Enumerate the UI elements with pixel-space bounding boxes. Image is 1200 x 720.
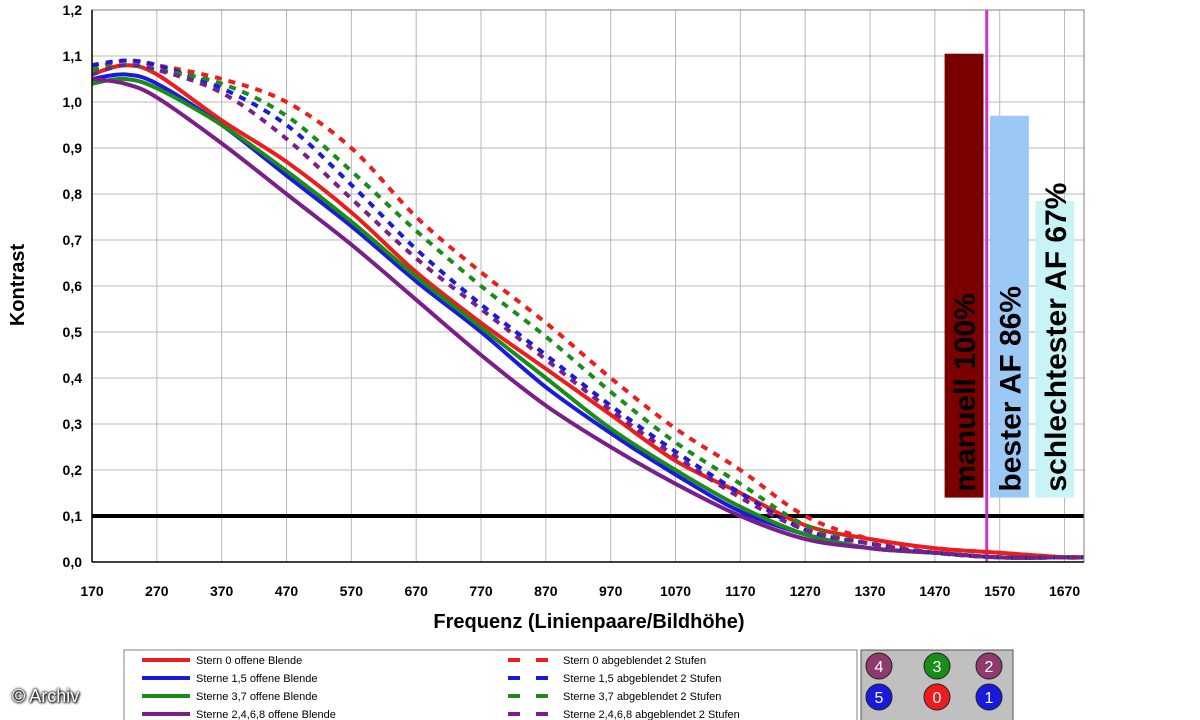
bar-labels: manuell 100% bester AF 86% schlechtester A… [949, 183, 1073, 492]
y-tick-label: 1,2 [63, 2, 83, 18]
x-tick-label: 370 [210, 583, 234, 599]
x-tick-label: 1370 [854, 583, 885, 599]
sensor-dot-label: 2 [985, 659, 994, 676]
x-tick-label: 870 [534, 583, 558, 599]
legend-label: Sterne 2,4,6,8 offene Blende [196, 709, 336, 720]
legend-box [123, 649, 858, 720]
legend-label: Stern 0 abgeblendet 2 Stufen [563, 655, 706, 667]
y-tick-label: 0,8 [63, 186, 83, 202]
x-tick-label: 1170 [725, 583, 756, 599]
sensor-dot [975, 683, 1003, 711]
dashed-series-line [91, 58, 1085, 560]
legend: Stern 0 offene Blende Sterne 1,5 offene B… [123, 649, 858, 720]
y-tick-label: 0,7 [63, 232, 83, 248]
sensor-dot-label: 3 [933, 659, 942, 676]
x-tick-label: 270 [145, 583, 169, 599]
percentage-bar [1035, 200, 1075, 498]
y-tick-label: 0,5 [63, 324, 83, 340]
legend-label: Sterne 3,7 offene Blende [196, 691, 318, 703]
x-tick-label: 770 [469, 583, 493, 599]
sensor-dot [923, 652, 951, 680]
sensor-dot [865, 652, 893, 680]
sensor-dot [975, 652, 1003, 680]
sensor-dot-label: 0 [933, 690, 942, 707]
x-tick-label: 1270 [790, 583, 821, 599]
x-tick-label: 970 [599, 583, 623, 599]
series-lines [91, 58, 1085, 560]
sensor-dot-label: 1 [985, 690, 994, 707]
x-tick-label: 1470 [919, 583, 950, 599]
x-tick-label: 570 [340, 583, 364, 599]
x-tick-label: 170 [80, 583, 104, 599]
x-tick-label: 1670 [1049, 583, 1080, 599]
sensor-dot [865, 683, 893, 711]
plot-frame [91, 9, 1085, 563]
y-tick-label: 1,1 [63, 48, 83, 64]
y-tick-label: 0,3 [63, 416, 83, 432]
percentage-bar [989, 115, 1029, 498]
x-tick-label: 1570 [984, 583, 1015, 599]
y-axis-title: Kontrast [7, 244, 29, 327]
sensor-dot-label: 4 [875, 659, 884, 676]
x-axis-title: Frequenz (Linienpaare/Bildhöhe) [433, 611, 744, 633]
legend-entries: Stern 0 offene Blende Sterne 1,5 offene B… [142, 655, 740, 720]
bar-label: schlechtester AF 67% [1040, 183, 1073, 492]
bar-label: manuell 100% [949, 293, 982, 491]
percentage-bar [944, 53, 984, 498]
sensor-grid: 4 3 2 5 0 1 [860, 649, 1014, 720]
y-tick-label: 0,1 [63, 508, 83, 524]
legend-label: Sterne 3,7 abgeblendet 2 Stufen [563, 691, 721, 703]
sensor-dots: 4 3 2 5 0 1 [865, 652, 1003, 711]
legend-label: Sterne 2,4,6,8 abgeblendet 2 Stufen [563, 709, 740, 720]
tick-labels: 170 270 370 470 570 670 770 870 970 1070 1170 1270 1… [63, 2, 1081, 599]
x-tick-label: 470 [275, 583, 299, 599]
y-tick-label: 0,2 [63, 462, 83, 478]
percentage-bars [944, 53, 1075, 498]
y-tick-label: 0,9 [63, 140, 83, 156]
x-tick-label: 1070 [660, 583, 691, 599]
legend-label: Sterne 1,5 abgeblendet 2 Stufen [563, 673, 721, 685]
y-tick-label: 0,4 [63, 370, 83, 386]
image-credit: © Archiv [12, 686, 80, 706]
dashed-series-line [91, 62, 1084, 560]
sensor-dot-label: 5 [875, 690, 884, 707]
legend-label: Stern 0 offene Blende [196, 655, 302, 667]
y-tick-label: 0,0 [63, 554, 83, 570]
x-tick-label: 670 [405, 583, 429, 599]
legend-label: Sterne 1,5 offene Blende [196, 673, 318, 685]
solid-series-line [91, 63, 1085, 560]
y-tick-label: 0,6 [63, 278, 83, 294]
y-tick-label: 1,0 [63, 94, 83, 110]
sensor-dot [923, 683, 951, 711]
bar-label: bester AF 86% [994, 286, 1027, 492]
